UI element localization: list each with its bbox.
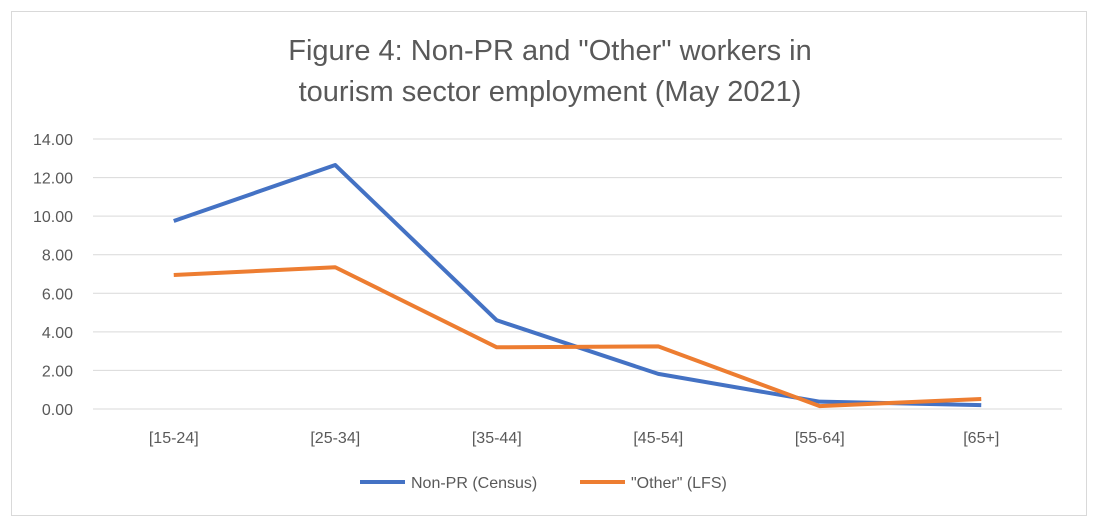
gridlines bbox=[93, 138, 1062, 410]
y-tick-label: 4.00 bbox=[42, 325, 73, 342]
x-tick-label: [15-24] bbox=[149, 430, 199, 447]
chart-title-line-1: Figure 4: Non-PR and "Other" workers in bbox=[288, 35, 811, 67]
x-tick-label: [35-44] bbox=[472, 430, 522, 447]
series-line-2 bbox=[173, 265, 982, 409]
y-tick-label: 12.00 bbox=[33, 171, 73, 188]
y-tick-label: 2.00 bbox=[42, 363, 73, 380]
x-tick-label: [25-34] bbox=[310, 430, 360, 447]
y-tick-label: 14.00 bbox=[33, 132, 73, 149]
series-line-1 bbox=[173, 163, 982, 408]
x-axis-tick-labels: [15-24] [25-34] [35-44] [45-54] [55-64] [65+] bbox=[149, 430, 999, 447]
y-tick-label: 0.00 bbox=[42, 402, 73, 419]
legend: Non-PR (Census) "Other" (LFS) bbox=[360, 475, 727, 492]
y-tick-label: 8.00 bbox=[42, 248, 73, 265]
x-tick-label: [65+] bbox=[963, 430, 999, 447]
y-tick-label: 6.00 bbox=[42, 286, 73, 303]
chart-title: Figure 4: Non-PR and "Other" workers in … bbox=[288, 35, 811, 108]
series-lines bbox=[173, 163, 982, 409]
x-tick-label: [55-64] bbox=[795, 430, 845, 447]
x-tick-label: [45-54] bbox=[633, 430, 683, 447]
chart-title-line-2: tourism sector employment (May 2021) bbox=[299, 76, 802, 108]
chart-area bbox=[11, 11, 1087, 516]
y-tick-label: 10.00 bbox=[33, 209, 73, 226]
legend-label: "Other" (LFS) bbox=[631, 475, 727, 492]
y-axis-tick-labels: 0.00 2.00 4.00 6.00 8.00 10.00 12.00 14.00 bbox=[33, 132, 73, 419]
legend-label: Non-PR (Census) bbox=[411, 475, 537, 492]
